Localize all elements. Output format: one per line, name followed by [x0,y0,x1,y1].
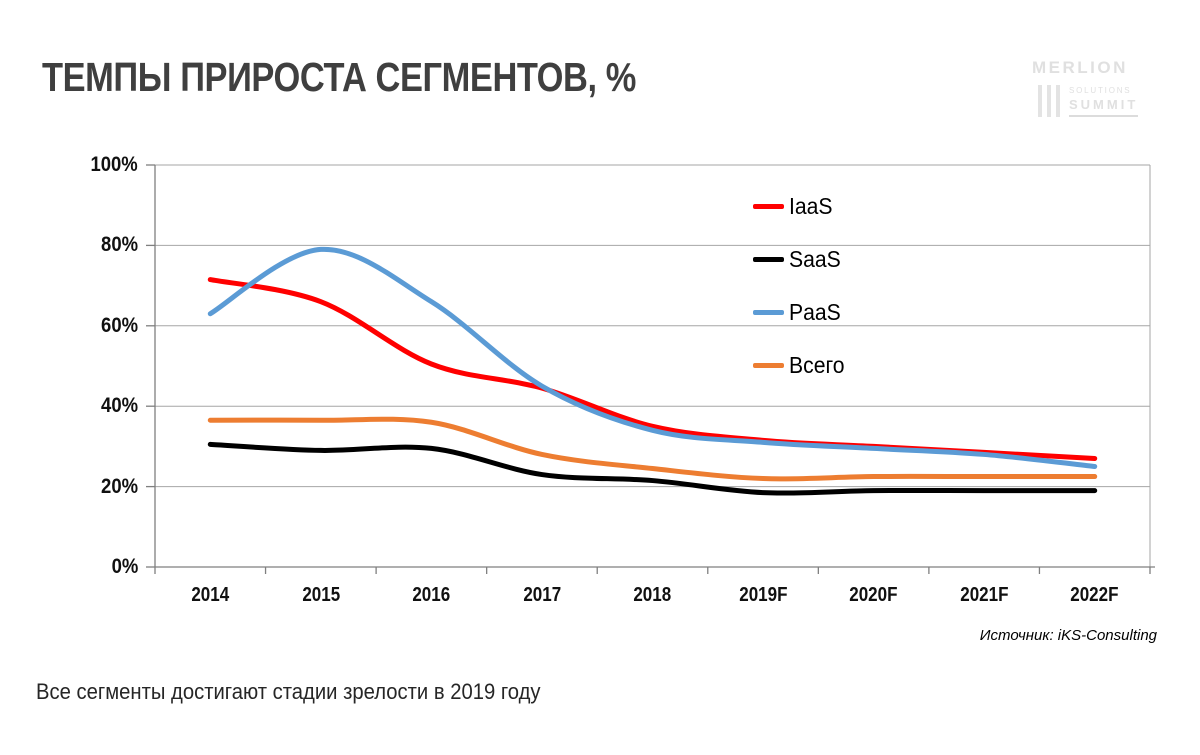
x-tick-label-2014: 2014 [191,584,230,606]
source-note-text: Источник: iKS-Consulting [979,627,1157,644]
legend-item-saas: SaaS [753,245,849,272]
x-tick-label-2018: 2018 [633,584,672,606]
legend-item-всего: Всего [753,351,849,378]
x-tick-label-2022F: 2022F [1070,584,1119,606]
logo-subtext: SOLUTIONS SUMMIT [1069,83,1139,117]
y-tick-label-100pct: 100% [90,153,138,176]
legend-label-paas: PaaS [789,298,841,325]
logo-summit-label: SUMMIT [1069,97,1139,117]
legend-item-iaas: IaaS [753,192,849,219]
x-tick-label-2017: 2017 [523,584,561,606]
y-tick-label-40pct: 40% [101,394,138,418]
gridlines [155,164,1151,567]
merlion-logo: MERLION SOLUTIONS SUMMIT [1032,58,1142,117]
chart-legend: IaaS SaaS PaaS Всего [753,192,849,406]
x-tick-label-2015: 2015 [301,584,340,606]
legend-swatch-iaas [753,203,784,209]
y-tick-label-60pct: 60% [101,313,138,337]
x-tick-label-2019F: 2019F [738,584,788,606]
y-tick-label-0pct: 0% [111,555,138,578]
legend-item-paas: PaaS [753,298,849,325]
x-tick-label-2016: 2016 [412,584,451,606]
x-tick-label-2020F: 2020F [849,584,898,606]
legend-label-saas: SaaS [789,245,841,272]
logo-row: SOLUTIONS SUMMIT [1032,83,1142,117]
footnote-text: Все сегменты достигают стадии зрелости в… [36,679,541,704]
footnote: Все сегменты достигают стадии зрелости в… [36,679,584,705]
logo-wordmark: MERLION [1032,58,1128,77]
axes [146,164,1155,574]
legend-swatch-paas [753,309,784,315]
x-tick-label-2021F: 2021F [960,584,1009,606]
series-line-paas [207,246,1098,469]
y-tick-label-20pct: 20% [101,474,138,498]
legend-label-iaas: IaaS [789,192,833,219]
series-line-saas [207,441,1098,496]
page-title-text: ТЕМПЫ ПРИРОСТА СЕГМЕНТОВ, % [42,54,637,100]
y-tick-label-80pct: 80% [101,233,138,257]
page-title: ТЕМПЫ ПРИРОСТА СЕГМЕНТОВ, % [42,54,749,100]
legend-swatch-saas [753,256,784,262]
logo-solutions-label: SOLUTIONS [1069,86,1132,95]
series-line-всего [207,416,1098,482]
source-note: Источник: iKS-Consulting [980,627,1157,644]
legend-swatch-всего [753,362,784,368]
legend-label-всего: Всего [789,351,845,378]
logo-bars-icon [1038,83,1060,117]
